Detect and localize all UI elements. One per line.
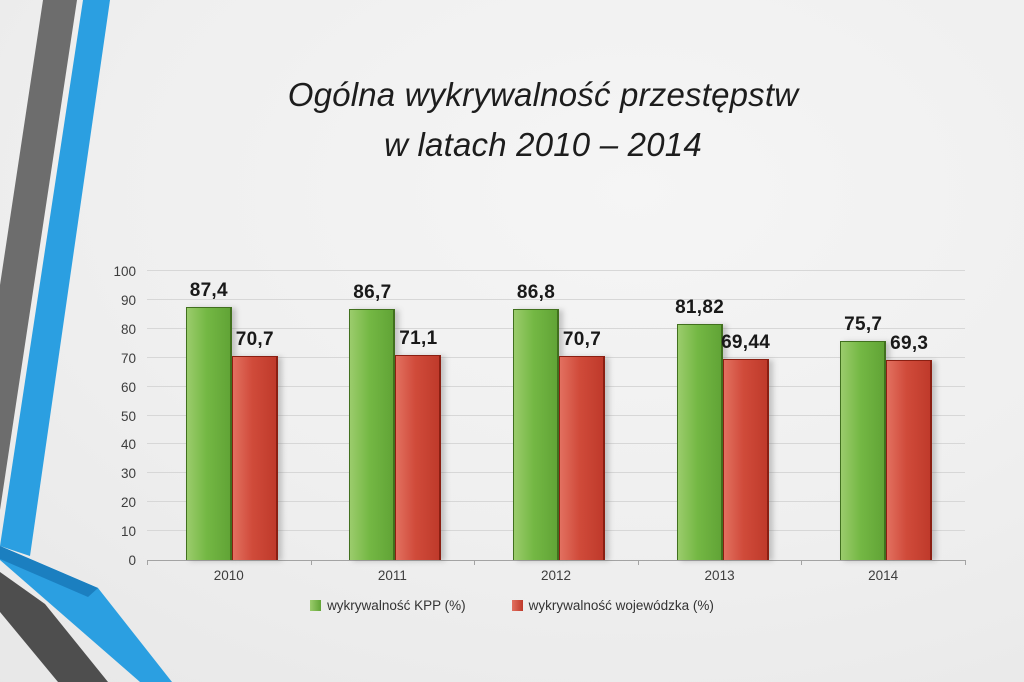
bar-wojewodzka-2011 bbox=[395, 355, 442, 560]
bar-value-label: 81,82 bbox=[675, 297, 725, 318]
legend-label-wojewodzka: wykrywalność wojewódzka (%) bbox=[528, 598, 714, 613]
bar-wojewodzka-2014 bbox=[886, 360, 933, 560]
bar-group-2014: 75,7 69,3 bbox=[801, 272, 965, 560]
bar-group-2012: 86,8 70,7 bbox=[474, 272, 638, 560]
slide-title-line-2: w latach 2010 – 2014 bbox=[384, 126, 702, 163]
bar-value-label: 70,7 bbox=[235, 329, 274, 350]
gray-stripe-lower bbox=[0, 572, 108, 682]
y-tick-label: 20 bbox=[120, 495, 136, 511]
x-axis-label-2014: 2014 bbox=[868, 568, 899, 583]
bar-value-label: 86,7 bbox=[353, 282, 392, 303]
legend-item-wojewodzka: wykrywalność wojewódzka (%) bbox=[511, 598, 714, 613]
x-axis-label-2011: 2011 bbox=[377, 568, 407, 583]
slide-title: Ogólna wykrywalność przestępstw w latach… bbox=[120, 70, 966, 170]
bar-wojewodzka-2010 bbox=[231, 356, 278, 560]
y-tick-label: 90 bbox=[120, 292, 136, 308]
bar-wojewodzka-2012 bbox=[558, 356, 605, 560]
blue-stripe-lower bbox=[0, 546, 172, 682]
slide-title-line-1: Ogólna wykrywalność przestępstw bbox=[287, 76, 799, 113]
bar-value-label: 70,7 bbox=[562, 329, 602, 350]
gridline bbox=[147, 298, 965, 300]
bar-kpp-2012 bbox=[512, 309, 559, 560]
x-axis-labels: 2010 2011 2012 2013 2014 bbox=[147, 568, 965, 583]
y-tick-label: 30 bbox=[120, 466, 136, 482]
chart-legend: wykrywalność KPP (%) wykrywalność wojewó… bbox=[0, 598, 1024, 613]
bar-kpp-2013 bbox=[676, 324, 723, 560]
bar-value-label: 69,3 bbox=[890, 333, 929, 354]
bar-group-2010: 87,4 70,7 bbox=[147, 272, 311, 560]
blue-stripe-fold bbox=[0, 546, 98, 597]
bar-wojewodzka-2013 bbox=[722, 359, 769, 560]
legend-swatch-green-icon bbox=[310, 600, 322, 611]
y-tick-label: 0 bbox=[128, 553, 136, 568]
y-tick-label: 40 bbox=[120, 437, 136, 453]
x-axis-tick bbox=[310, 560, 312, 565]
y-tick-label: 60 bbox=[120, 379, 136, 395]
bar-kpp-2010 bbox=[185, 307, 232, 560]
bar-value-label: 86,8 bbox=[516, 282, 556, 303]
x-axis-label-2010: 2010 bbox=[213, 568, 244, 583]
legend-swatch-red-icon bbox=[511, 600, 523, 611]
bar-value-label: 87,4 bbox=[189, 280, 228, 301]
y-tick-label: 70 bbox=[120, 350, 136, 366]
bar-group-2011: 86,7 71,1 bbox=[311, 272, 475, 560]
x-axis-tick bbox=[637, 560, 639, 565]
legend-item-kpp: wykrywalność KPP (%) bbox=[310, 598, 466, 613]
legend-label-kpp: wykrywalność KPP (%) bbox=[327, 598, 466, 613]
x-axis-tick bbox=[147, 560, 148, 565]
bar-kpp-2011 bbox=[349, 309, 396, 560]
y-tick-label: 100 bbox=[113, 264, 136, 279]
y-tick-label: 50 bbox=[120, 408, 136, 424]
y-tick-label: 80 bbox=[120, 321, 136, 337]
bar-value-label: 75,7 bbox=[844, 314, 883, 335]
gray-stripe-upper bbox=[0, 0, 77, 510]
x-axis-tick bbox=[965, 560, 966, 565]
bar-kpp-2014 bbox=[840, 341, 887, 560]
y-axis-labels: 0 10 20 30 40 50 60 70 80 90 100 bbox=[92, 264, 136, 568]
x-axis-tick bbox=[474, 560, 476, 565]
bar-value-label: 69,44 bbox=[721, 332, 771, 353]
gridline bbox=[147, 270, 965, 271]
bar-group-2013: 81,82 69,44 bbox=[638, 272, 802, 560]
x-axis-label-2012: 2012 bbox=[540, 568, 571, 583]
y-tick-label: 10 bbox=[120, 524, 136, 540]
x-axis-tick bbox=[801, 560, 803, 565]
x-axis-label-2013: 2013 bbox=[704, 568, 735, 583]
plot-area: 87,4 70,7 86,7 71,1 86,8 70,7 81,82 69,44 75,7 69… bbox=[147, 270, 966, 565]
bar-value-label: 71,1 bbox=[399, 328, 438, 349]
